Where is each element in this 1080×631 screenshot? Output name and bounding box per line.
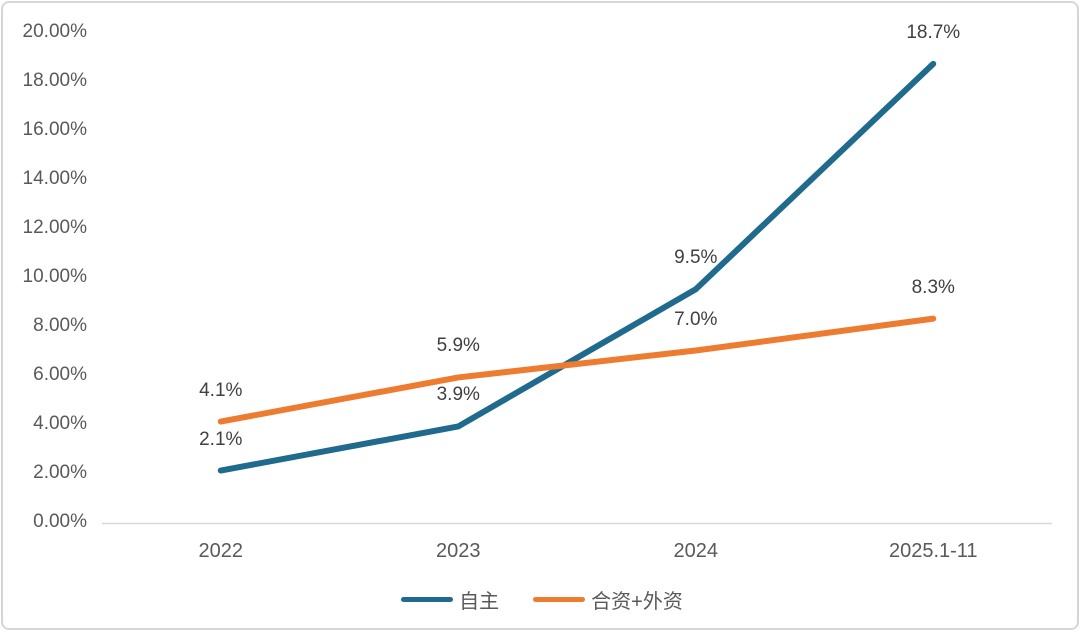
data-label-0-0: 2.1% [199,428,243,450]
series-line-0 [217,60,937,474]
legend-label: 自主 [459,591,500,613]
x-tick-label: 2022 [198,540,244,562]
data-label-0-1: 3.9% [436,384,480,406]
legend-item-1: 合资+外资 [533,585,683,614]
series-line-1 [217,315,937,425]
data-label-0-2: 9.5% [674,247,718,269]
x-tick-label: 2024 [673,540,719,562]
y-tick-label: 12.00% [22,217,87,238]
legend-item-0: 自主 [401,585,499,614]
legend-swatch-icon [533,597,586,602]
y-tick-label: 10.00% [22,266,87,287]
y-tick-label: 0.00% [33,511,87,532]
y-tick-label: 6.00% [33,364,87,385]
y-tick-label: 16.00% [22,119,87,140]
data-label-0-3: 18.7% [906,21,961,43]
y-tick-label: 18.00% [22,70,87,91]
legend-label: 合资+外资 [591,591,683,613]
y-tick-label: 2.00% [33,462,87,483]
y-tick-label: 4.00% [33,413,87,434]
legend-swatch-icon [401,597,454,602]
legend: 自主 合资+外资 [3,585,1077,614]
y-tick-label: 20.00% [22,21,87,42]
y-tick-label: 8.00% [33,315,87,336]
line-plot [102,60,1052,525]
x-tick-label: 2023 [436,540,481,562]
data-label-1-1: 5.9% [436,335,480,357]
data-label-1-2: 7.0% [674,308,718,330]
data-label-1-3: 8.3% [911,276,955,298]
data-label-1-0: 4.1% [199,379,243,401]
y-tick-label: 14.00% [22,168,87,189]
x-tick-label: 2025.1-11 [888,540,978,562]
